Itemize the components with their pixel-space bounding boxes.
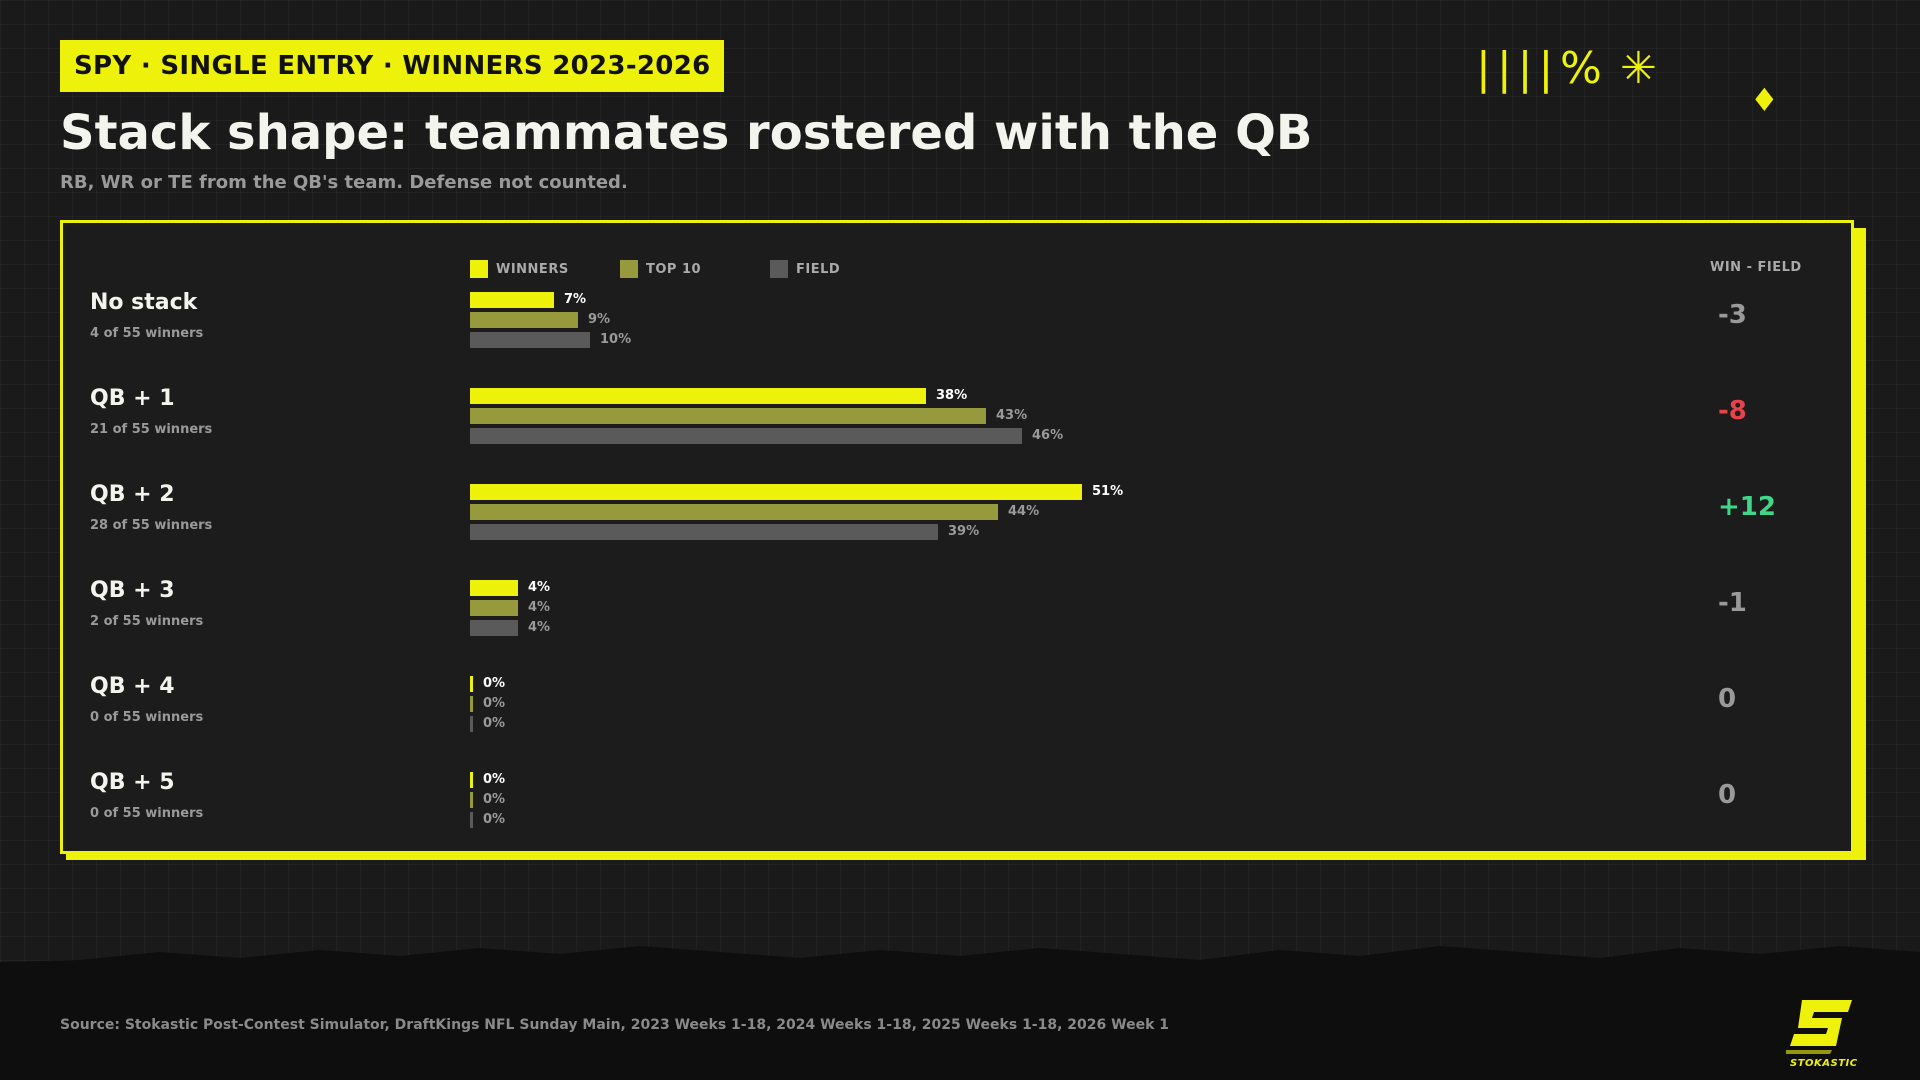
stokastic-logo [1786,1000,1852,1054]
row-label: QB + 5 [90,770,175,795]
legend-winners: WINNERS [470,260,569,278]
bar-top-10 [470,408,986,424]
legend-label-top10: TOP 10 [646,261,702,277]
win-field-diff: -1 [1718,588,1747,618]
legend-label-winners: WINNERS [496,261,569,277]
bar-value-label: 38% [936,388,968,403]
row-subtitle: 4 of 55 winners [90,326,204,341]
win-field-diff: 0 [1718,684,1737,714]
row-subtitle: 0 of 55 winners [90,806,204,821]
bar-value-label: 44% [1008,504,1040,519]
bar-value-label: 0% [483,772,506,787]
diamond-icon: ♦ [1750,81,1779,119]
page-subtitle: RB, WR or TE from the QB's team. Defense… [60,172,628,193]
contest-badge: SPY · SINGLE ENTRY · WINNERS 2023-2026 [60,40,725,92]
legend-swatch-field [770,260,788,278]
bar-winners [470,772,473,788]
legend-swatch-winners [470,260,488,278]
bar-field [470,812,473,828]
bar-value-label: 4% [528,580,551,595]
bar-value-label: 0% [483,676,506,691]
bar-value-label: 51% [1092,484,1124,499]
row-subtitle: 2 of 55 winners [90,614,204,629]
bar-field [470,332,590,348]
bar-field [470,620,518,636]
win-field-diff: -8 [1718,396,1747,426]
bar-value-label: 0% [483,792,506,807]
row-label: QB + 1 [90,386,175,411]
diff-column-header: WIN - FIELD [1710,260,1802,275]
bar-value-label: 0% [483,812,506,827]
bar-value-label: 43% [996,408,1028,423]
bar-value-label: 7% [564,292,587,307]
bar-value-label: 46% [1032,428,1064,443]
page-title: Stack shape: teammates rostered with the… [60,105,1313,161]
legend-label-field: FIELD [796,261,841,277]
row-label: QB + 3 [90,578,175,603]
mountain-ridge [0,946,1920,970]
row-label: QB + 2 [90,482,175,507]
win-field-diff: -3 [1718,300,1747,330]
bar-top-10 [470,792,473,808]
win-field-diff: +12 [1718,492,1776,522]
bar-top-10 [470,696,473,712]
bar-field [470,524,938,540]
chart-panel [60,220,1854,854]
bar-top-10 [470,312,578,328]
bar-field [470,716,473,732]
source-note: Source: Stokastic Post-Contest Simulator… [60,1017,1169,1033]
bar-value-label: 0% [483,716,506,731]
footer [0,946,1920,1080]
bar-winners [470,676,473,692]
percent-icon: % [1560,43,1602,94]
asterisk-icon: ✳ [1620,43,1657,94]
bar-top-10 [470,600,518,616]
bar-winners [470,580,518,596]
bar-winners [470,388,926,404]
bar-value-label: 4% [528,620,551,635]
row-label: QB + 4 [90,674,175,699]
row-subtitle: 21 of 55 winners [90,422,213,437]
win-field-diff: 0 [1718,780,1737,810]
legend-field: FIELD [770,260,840,278]
bar-value-label: 4% [528,600,551,615]
row-subtitle: 0 of 55 winners [90,710,204,725]
row-label: No stack [90,290,198,315]
bar-value-label: 9% [588,312,611,327]
bar-value-label: 39% [948,524,980,539]
legend-swatch-top10 [620,260,638,278]
row-subtitle: 28 of 55 winners [90,518,213,533]
bar-value-label: 10% [600,332,632,347]
bar-winners [470,292,554,308]
tally-icon: |||| [1476,43,1560,94]
bar-value-label: 0% [483,696,506,711]
bar-field [470,428,1022,444]
legend-top10: TOP 10 [620,260,701,278]
bar-winners [470,484,1082,500]
logo-text: STOKASTIC [1790,1058,1858,1069]
bar-top-10 [470,504,998,520]
